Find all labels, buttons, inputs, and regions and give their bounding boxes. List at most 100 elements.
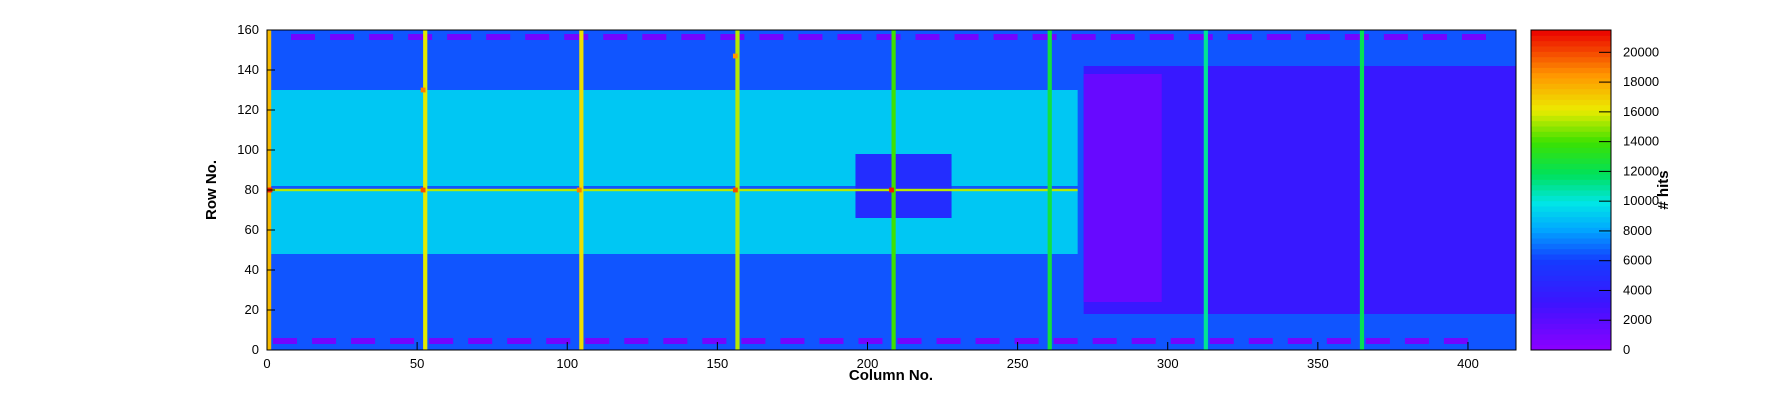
- heatmap-pad: [369, 34, 394, 40]
- x-tick-label: 350: [1307, 356, 1329, 371]
- heatmap-pad: [1092, 338, 1117, 344]
- heatmap-hot-spot: [732, 187, 738, 193]
- y-tick-label: 120: [237, 102, 259, 117]
- heatmap-hot-column: [1203, 30, 1208, 350]
- x-axis-title: Column No.: [849, 367, 933, 384]
- heatmap-pad: [1266, 34, 1291, 40]
- colorbar-tick-label: 2000: [1623, 312, 1652, 327]
- x-tick-label: 250: [1007, 356, 1029, 371]
- heatmap-hot-row: [267, 188, 1078, 192]
- colorbar-band: [1531, 184, 1611, 191]
- colorbar-band: [1531, 323, 1611, 330]
- colorbar-band: [1531, 179, 1611, 186]
- colorbar-band: [1531, 163, 1611, 170]
- x-tick-label: 200: [857, 356, 879, 371]
- heatmap-pad: [1248, 338, 1273, 344]
- x-tick-label: 50: [410, 356, 424, 371]
- heatmap-hot-spot: [420, 187, 426, 193]
- heatmap-hot-column: [1359, 30, 1365, 350]
- heatmap-pad: [1404, 338, 1429, 344]
- heatmap-pad: [1071, 34, 1096, 40]
- colorbar-band: [1531, 275, 1611, 282]
- colorbar-frame: [1530, 29, 1612, 351]
- colorbar-band: [1531, 254, 1611, 260]
- heatmap-pad: [429, 338, 454, 344]
- colorbar-band: [1531, 227, 1611, 234]
- heatmap-pad: [780, 338, 805, 344]
- y-tick-label: 20: [245, 302, 259, 317]
- heatmap-hot-spot: [576, 187, 582, 193]
- heatmap-pad: [720, 34, 745, 40]
- colorbar-band: [1531, 291, 1611, 298]
- colorbar-band: [1531, 115, 1611, 122]
- heatmap-pad: [858, 338, 883, 344]
- heatmap-pad: [408, 34, 433, 40]
- colorbar-band: [1531, 168, 1611, 175]
- colorbar-band: [1531, 174, 1611, 180]
- heatmap-pad: [1170, 338, 1195, 344]
- colorbar-band: [1531, 51, 1611, 58]
- colorbar-band: [1531, 248, 1611, 255]
- colorbar-tick-label: 12000: [1623, 163, 1659, 178]
- heatmap-pad: [897, 338, 922, 344]
- colorbar-band: [1531, 99, 1611, 106]
- y-tick-label: 100: [237, 142, 259, 157]
- colorbar-band: [1531, 211, 1611, 218]
- colorbar-band: [1531, 46, 1611, 52]
- colorbar-band: [1531, 280, 1611, 287]
- colorbar-band: [1531, 206, 1611, 212]
- colorbar-band: [1531, 30, 1611, 36]
- heatmap-region: [855, 154, 952, 218]
- heatmap-pad: [975, 338, 1000, 344]
- heatmap-pad: [936, 338, 961, 344]
- heatmap-pad: [525, 34, 550, 40]
- colorbar-tick-label: 16000: [1623, 104, 1659, 119]
- colorbar-band: [1531, 216, 1611, 223]
- heatmap-pad: [1422, 34, 1447, 40]
- colorbar-tick-label: 8000: [1623, 223, 1652, 238]
- heatmap-pad: [312, 338, 337, 344]
- colorbar-band: [1531, 339, 1611, 346]
- heatmap-hot-spot: [889, 187, 894, 193]
- colorbar-tick-label: 18000: [1623, 74, 1659, 89]
- colorbar-band: [1531, 296, 1611, 303]
- heatmap-pad: [507, 338, 532, 344]
- heatmap-pad: [1287, 338, 1312, 344]
- heatmap-pad: [351, 338, 376, 344]
- colorbar-band: [1531, 190, 1611, 196]
- heatmap-pad: [1053, 338, 1078, 344]
- colorbar-band: [1531, 312, 1611, 319]
- plot-area: [267, 30, 1516, 350]
- heatmap-pad: [702, 338, 727, 344]
- heatmap-pad: [291, 34, 316, 40]
- colorbar-band: [1531, 94, 1611, 100]
- heatmap-region: [1083, 74, 1162, 302]
- heatmap-pad: [624, 338, 649, 344]
- heatmap-pad: [603, 34, 628, 40]
- heatmap-pad: [330, 34, 355, 40]
- colorbar-band: [1531, 126, 1611, 132]
- heatmap-pad: [642, 34, 667, 40]
- y-axis-title: Row No.: [203, 160, 220, 220]
- colorbar-band: [1531, 147, 1611, 154]
- x-tick-label: 300: [1157, 356, 1179, 371]
- heatmap-pad: [876, 34, 901, 40]
- colorbar-band: [1531, 72, 1611, 79]
- heatmap-pad: [486, 34, 511, 40]
- heatmap-pad: [1305, 34, 1330, 40]
- heatmap-pad: [564, 34, 589, 40]
- colorbar-tick-label: 14000: [1623, 134, 1659, 149]
- heatmap-pad: [759, 34, 784, 40]
- colorbar-tick-label: 0: [1623, 342, 1630, 357]
- heatmap-pad: [1227, 34, 1252, 40]
- heatmap-pad: [1014, 338, 1039, 344]
- colorbar-band: [1531, 334, 1611, 340]
- heatmap-pad: [390, 338, 415, 344]
- y-tick-label: 0: [252, 342, 259, 357]
- heatmap-pad: [273, 338, 298, 344]
- colorbar-band: [1531, 62, 1611, 68]
- colorbar-band: [1531, 302, 1611, 308]
- colorbar-band: [1531, 222, 1611, 228]
- colorbar-band: [1531, 120, 1611, 127]
- heatmap-pad: [1131, 338, 1156, 344]
